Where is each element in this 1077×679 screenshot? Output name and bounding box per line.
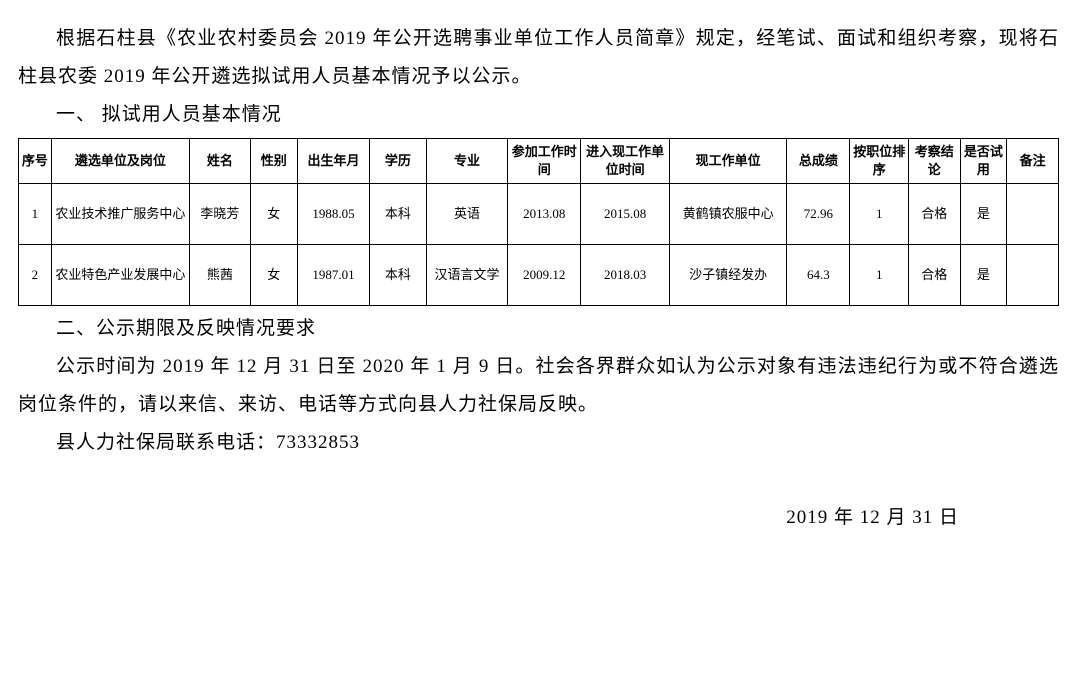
table-cell: 2009.12 [508, 245, 581, 306]
table-cell: 2015.08 [581, 184, 670, 245]
paragraph-notice: 公示时间为 2019 年 12 月 31 日至 2020 年 1 月 9 日。社… [18, 348, 1059, 424]
table-cell: 女 [250, 184, 297, 245]
table-cell: 1988.05 [297, 184, 370, 245]
table-header-cell: 专业 [426, 139, 508, 184]
table-cell: 64.3 [787, 245, 850, 306]
table-row: 2农业特色产业发展中心熊茜女1987.01本科汉语言文学2009.122018.… [19, 245, 1059, 306]
table-cell: 72.96 [787, 184, 850, 245]
table-cell: 沙子镇经发办 [670, 245, 787, 306]
table-cell: 熊茜 [189, 245, 250, 306]
table-header-cell: 现工作单位 [670, 139, 787, 184]
table-header-cell: 姓名 [189, 139, 250, 184]
table-header-cell: 学历 [370, 139, 426, 184]
table-cell [1007, 184, 1059, 245]
table-cell: 合格 [908, 184, 960, 245]
table-cell: 女 [250, 245, 297, 306]
table-header-cell: 是否试用 [960, 139, 1007, 184]
table-cell: 英语 [426, 184, 508, 245]
table-header-cell: 进入现工作单位时间 [581, 139, 670, 184]
table-cell: 2 [19, 245, 52, 306]
table-cell: 1 [850, 245, 909, 306]
table-cell: 2013.08 [508, 184, 581, 245]
table-cell: 汉语言文学 [426, 245, 508, 306]
table-cell: 是 [960, 184, 1007, 245]
table-cell: 农业特色产业发展中心 [51, 245, 189, 306]
table-cell: 本科 [370, 184, 426, 245]
table-cell: 1987.01 [297, 245, 370, 306]
table-cell [1007, 245, 1059, 306]
table-cell: 合格 [908, 245, 960, 306]
table-cell: 农业技术推广服务中心 [51, 184, 189, 245]
table-cell: 本科 [370, 245, 426, 306]
section-heading-1: 一、 拟试用人员基本情况 [18, 96, 1059, 134]
personnel-table: 序号遴选单位及岗位姓名性别出生年月学历专业参加工作时间进入现工作单位时间现工作单… [18, 138, 1059, 306]
table-header-cell: 总成绩 [787, 139, 850, 184]
paragraph-intro: 根据石柱县《农业农村委员会 2019 年公开选聘事业单位工作人员简章》规定，经笔… [18, 20, 1059, 96]
table-header-cell: 按职位排序 [850, 139, 909, 184]
table-cell: 1 [19, 184, 52, 245]
document-date: 2019 年 12 月 31 日 [18, 502, 1059, 529]
table-header-row: 序号遴选单位及岗位姓名性别出生年月学历专业参加工作时间进入现工作单位时间现工作单… [19, 139, 1059, 184]
table-cell: 是 [960, 245, 1007, 306]
table-cell: 李晓芳 [189, 184, 250, 245]
table-row: 1农业技术推广服务中心李晓芳女1988.05本科英语2013.082015.08… [19, 184, 1059, 245]
table-cell: 2018.03 [581, 245, 670, 306]
table-cell: 黄鹤镇农服中心 [670, 184, 787, 245]
table-header-cell: 参加工作时间 [508, 139, 581, 184]
table-header-cell: 出生年月 [297, 139, 370, 184]
table-header-cell: 遴选单位及岗位 [51, 139, 189, 184]
table-header-cell: 备注 [1007, 139, 1059, 184]
table-header-cell: 性别 [250, 139, 297, 184]
table-header-cell: 考察结论 [908, 139, 960, 184]
section-heading-2: 二、公示期限及反映情况要求 [18, 310, 1059, 348]
paragraph-contact: 县人力社保局联系电话：73332853 [18, 424, 1059, 462]
table-header-cell: 序号 [19, 139, 52, 184]
table-cell: 1 [850, 184, 909, 245]
